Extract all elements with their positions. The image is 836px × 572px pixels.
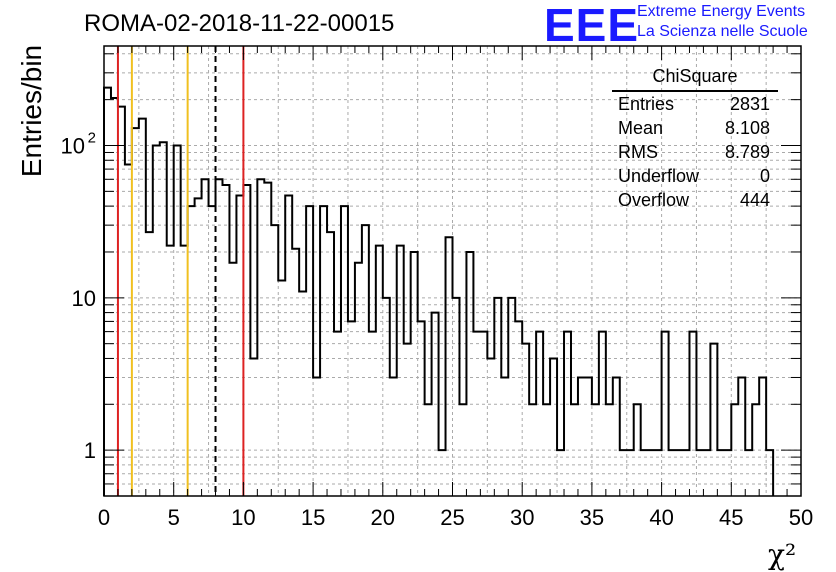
x-tick-label: 5: [168, 505, 180, 530]
histogram-step-outline: [103, 86, 775, 496]
logo-text-line2: La Scienza nelle Scuole: [637, 23, 808, 40]
stats-label: Mean: [618, 118, 664, 138]
y-tick-label-exponent: 2: [88, 129, 96, 146]
stats-label: Overflow: [618, 190, 690, 210]
x-tick-label: 40: [649, 505, 673, 530]
stats-label: Entries: [618, 94, 675, 114]
x-tick-label: 25: [440, 505, 464, 530]
stats-value: 8.108: [724, 118, 770, 138]
stats-row-overflow: Overflow 444: [610, 188, 778, 212]
x-tick-label: 15: [301, 505, 325, 530]
x-tick-label: 50: [789, 505, 813, 530]
x-tick-label: 35: [580, 505, 604, 530]
x-tick-label: 0: [98, 505, 110, 530]
axis-ticks: [103, 46, 802, 496]
stats-title: ChiSquare: [612, 66, 778, 92]
cut-lines: [116, 46, 245, 496]
stats-row-mean: Mean 8.108: [610, 116, 778, 140]
stats-label: RMS: [618, 142, 658, 162]
x-axis-label: χ²: [768, 538, 797, 571]
stats-label: Underflow: [618, 166, 700, 186]
stats-row-entries: Entries 2831: [610, 92, 778, 116]
x-tick-label: 10: [231, 505, 255, 530]
x-tick-label: 45: [719, 505, 743, 530]
eee-logo: EEE: [544, 0, 640, 51]
stats-value: 444: [739, 190, 770, 210]
x-tick-label: 20: [371, 505, 395, 530]
histogram-bars: [103, 86, 775, 496]
y-tick-label: 1: [84, 438, 96, 463]
y-tick-label: 10: [61, 133, 85, 158]
stats-value: 0: [759, 166, 770, 186]
stats-value: 2831: [729, 94, 770, 114]
chart-title: ROMA-02-2018-11-22-00015: [84, 10, 395, 37]
stats-row-rms: RMS 8.789: [610, 140, 778, 164]
x-tick-label: 30: [510, 505, 534, 530]
stats-value: 8.789: [724, 142, 770, 162]
y-tick-label: 10: [72, 286, 96, 311]
logo-text-line1: Extreme Energy Events: [637, 3, 806, 20]
y-axis-label: Entries/bin: [16, 44, 47, 178]
stats-row-underflow: Underflow 0: [610, 164, 778, 188]
stats-box: ChiSquare Entries 2831 Mean 8.108 RMS 8.…: [610, 66, 778, 212]
